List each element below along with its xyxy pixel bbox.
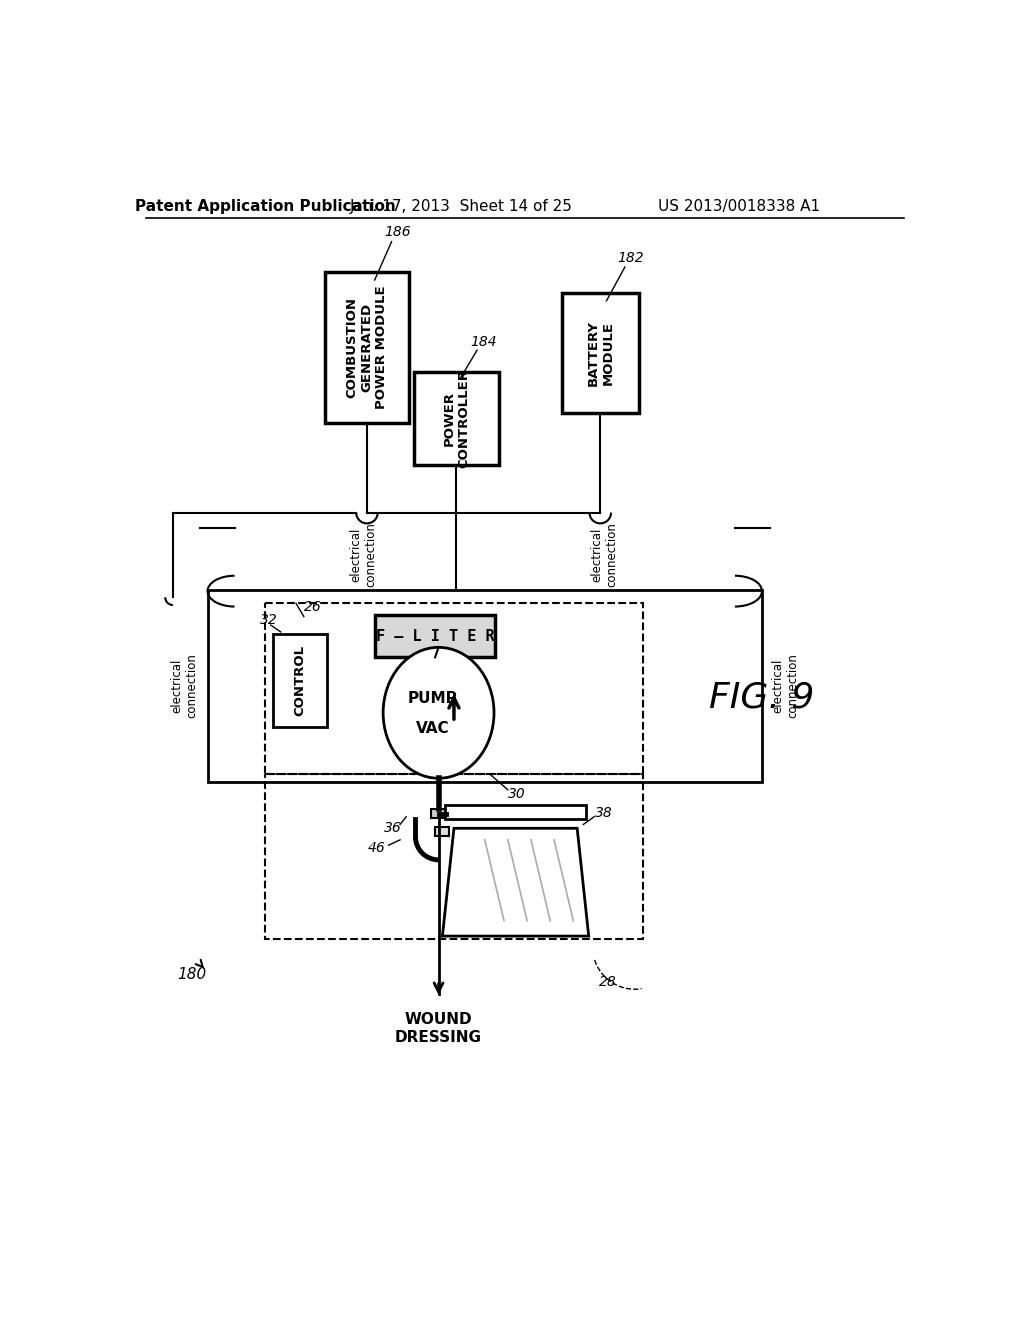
Text: Jan. 17, 2013  Sheet 14 of 25: Jan. 17, 2013 Sheet 14 of 25 xyxy=(350,199,573,214)
Text: 180: 180 xyxy=(177,968,207,982)
Text: 26: 26 xyxy=(304,599,322,614)
Text: electrical
connection: electrical connection xyxy=(170,653,199,718)
Text: electrical
connection: electrical connection xyxy=(771,653,799,718)
Text: electrical
connection: electrical connection xyxy=(590,523,618,587)
Bar xyxy=(208,590,762,781)
Text: F – L I T E R: F – L I T E R xyxy=(376,628,495,644)
Text: 30: 30 xyxy=(508,787,526,801)
Polygon shape xyxy=(442,829,589,936)
Text: Patent Application Publication: Patent Application Publication xyxy=(135,199,395,214)
Text: POWER
CONTROLLER: POWER CONTROLLER xyxy=(442,370,470,469)
Text: BATTERY
MODULE: BATTERY MODULE xyxy=(587,319,614,385)
Ellipse shape xyxy=(383,647,494,779)
Bar xyxy=(273,635,327,726)
Text: 182: 182 xyxy=(617,252,644,265)
Text: 32: 32 xyxy=(260,614,279,627)
Text: 28: 28 xyxy=(599,974,616,989)
Bar xyxy=(325,272,410,422)
Bar xyxy=(435,826,449,836)
Text: PUMP: PUMP xyxy=(408,692,458,706)
Text: COMBUSTION
GENERATED
POWER MODULE: COMBUSTION GENERATED POWER MODULE xyxy=(345,285,388,409)
Text: 184: 184 xyxy=(470,335,497,348)
Text: US 2013/0018338 A1: US 2013/0018338 A1 xyxy=(657,199,820,214)
Bar xyxy=(265,603,643,774)
Text: CONTROL: CONTROL xyxy=(294,645,306,715)
Text: VAC: VAC xyxy=(416,721,450,735)
Bar xyxy=(265,774,643,940)
Bar xyxy=(444,805,587,818)
Bar xyxy=(562,293,639,413)
Bar xyxy=(376,615,495,657)
Bar xyxy=(414,372,499,465)
Text: FIG. 9: FIG. 9 xyxy=(710,680,815,714)
Text: WOUND
DRESSING: WOUND DRESSING xyxy=(395,1012,482,1044)
Text: 38: 38 xyxy=(595,807,613,820)
Text: 36: 36 xyxy=(383,821,401,836)
Bar xyxy=(431,809,446,818)
Text: 46: 46 xyxy=(368,841,386,854)
Text: 186: 186 xyxy=(384,224,411,239)
Text: electrical
connection: electrical connection xyxy=(349,523,377,587)
